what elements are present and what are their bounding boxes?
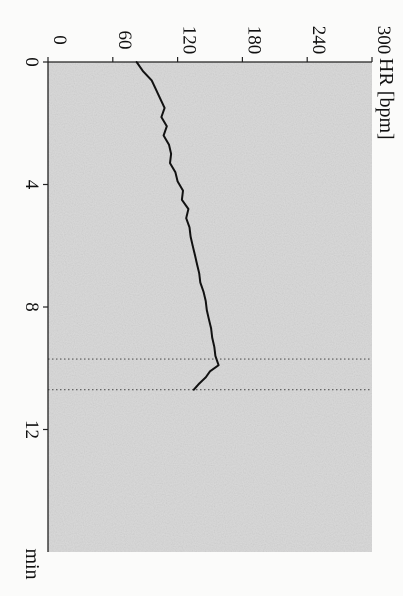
time-axis-title: min bbox=[21, 548, 43, 579]
time-tick-label-4: 4 bbox=[21, 180, 42, 190]
time-tick-label-12: 12 bbox=[21, 420, 42, 439]
hr-tick-label-180: 180 bbox=[243, 26, 264, 55]
hr-tick-label-300: 300 bbox=[373, 26, 394, 55]
hr-tick-label-0: 0 bbox=[49, 35, 70, 45]
plot-area bbox=[48, 62, 372, 552]
hr-tick-label-120: 120 bbox=[179, 26, 200, 55]
series-line-0 bbox=[135, 61, 220, 391]
hr-tick-label-240: 240 bbox=[308, 26, 329, 55]
hr-tick-label-60: 60 bbox=[114, 31, 135, 50]
time-tick-label-8: 8 bbox=[21, 302, 42, 312]
time-tick-label-0: 0 bbox=[21, 57, 42, 67]
hr-axis-title: HR [bpm] bbox=[375, 58, 397, 140]
